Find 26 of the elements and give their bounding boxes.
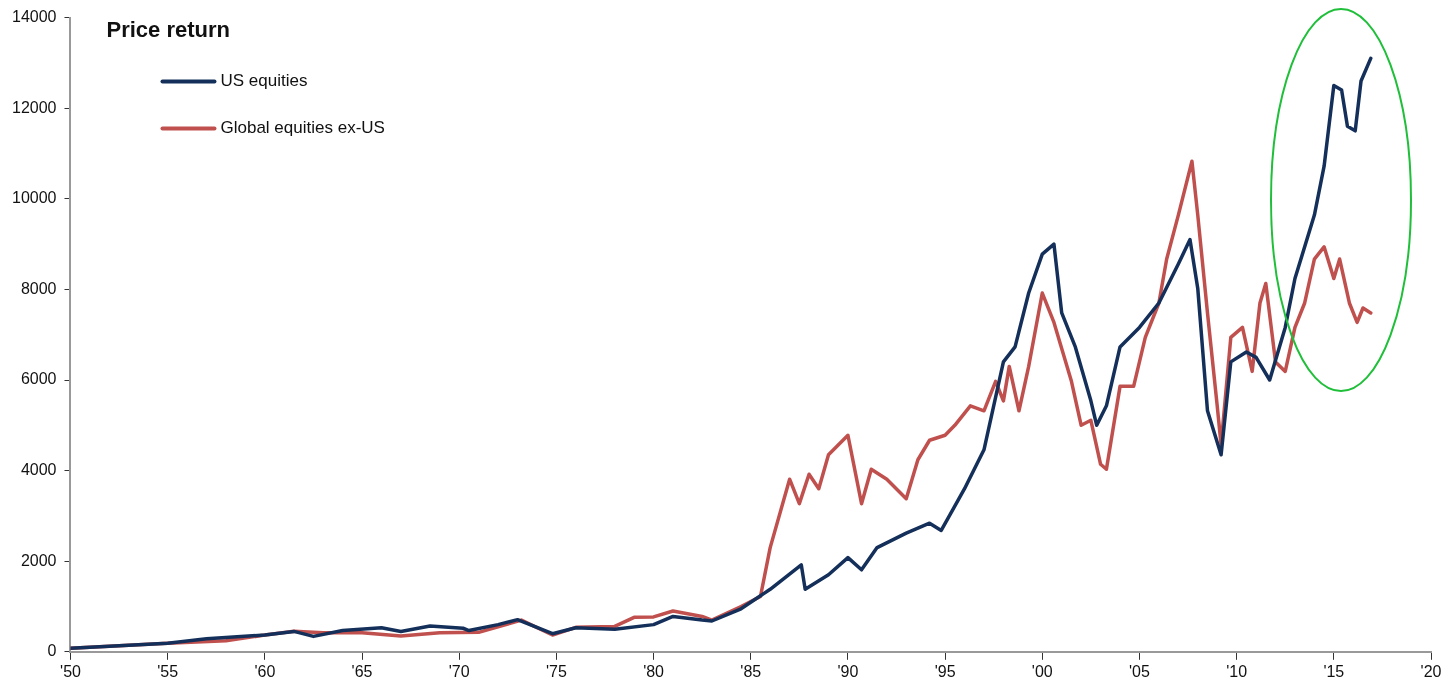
x-tick-label: '50	[60, 662, 82, 680]
y-tick-label: 14000	[11, 8, 57, 26]
y-tick-label: 12000	[11, 98, 57, 116]
y-tick-label: 8000	[20, 279, 57, 297]
legend-label: US equities	[220, 71, 308, 91]
y-tick-label: 2000	[20, 551, 57, 569]
x-tick-label: '70	[448, 662, 470, 680]
chart-title: Price return	[106, 16, 230, 42]
x-tick-label: '95	[934, 662, 956, 680]
x-tick-label: '10	[1226, 662, 1248, 680]
legend-label: Global equities ex-US	[220, 118, 385, 138]
y-tick-label: 4000	[20, 461, 57, 479]
y-tick-label: 0	[47, 642, 57, 660]
x-tick-label: '75	[545, 662, 567, 680]
x-tick-label: '15	[1323, 662, 1345, 680]
x-tick-label: '20	[1420, 662, 1442, 680]
x-tick-label: '65	[351, 662, 373, 680]
x-tick-label: '80	[643, 662, 665, 680]
x-tick-label: '60	[254, 662, 276, 680]
x-tick-label: '90	[837, 662, 859, 680]
y-tick-label: 10000	[11, 189, 57, 207]
x-tick-label: '05	[1129, 662, 1150, 680]
x-tick-label: '85	[740, 662, 762, 680]
x-tick-label: '55	[157, 662, 179, 680]
y-tick-label: 6000	[20, 370, 57, 388]
x-tick-label: '00	[1031, 662, 1053, 680]
